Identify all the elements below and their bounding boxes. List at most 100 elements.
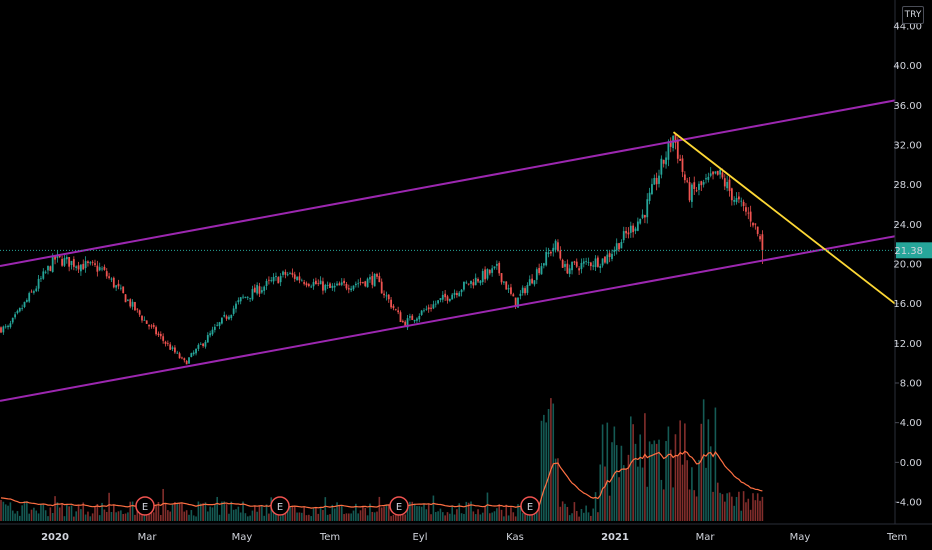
candle (693, 176, 696, 195)
candle (698, 181, 700, 196)
volume-bar (528, 514, 531, 521)
volume-bar (16, 511, 19, 521)
volume-bar (101, 502, 103, 521)
volume-bar (653, 440, 656, 521)
volume-bar (40, 504, 42, 521)
candle (733, 196, 736, 206)
volume-bar (514, 516, 517, 521)
candle (14, 311, 16, 320)
candle (660, 155, 663, 179)
candle (470, 280, 472, 289)
volume-bar (411, 501, 414, 521)
candle (329, 282, 331, 289)
volume-bar (481, 512, 484, 521)
volume-bar (571, 513, 573, 521)
volume-bar (298, 512, 301, 521)
volume-bar (543, 414, 545, 521)
volume-bar (162, 488, 164, 521)
volume-bar (19, 515, 21, 521)
candle (223, 311, 226, 318)
candle (411, 314, 414, 321)
candle (688, 176, 691, 203)
volume-bar (423, 503, 425, 521)
candle (94, 259, 96, 267)
volume-bar (646, 486, 649, 521)
candle (228, 314, 230, 321)
candle (620, 239, 623, 249)
volume-bar (42, 504, 45, 521)
candle (213, 323, 216, 333)
candle (56, 250, 59, 263)
candle (232, 305, 235, 316)
volume-bar (754, 500, 757, 521)
candle (258, 282, 261, 297)
candle (474, 273, 477, 286)
volume-bar (58, 507, 61, 521)
volume-bar (120, 510, 122, 521)
candle (150, 324, 153, 329)
volume-bar (242, 501, 244, 521)
volume-bar (73, 516, 75, 521)
time-axis[interactable]: 2020 Mar May Tem Eyl Kas 2021 Mar May Tem (0, 523, 932, 543)
volume-bar (458, 503, 461, 521)
volume-bar (467, 502, 470, 521)
candle (488, 269, 491, 276)
candle (359, 277, 362, 286)
volume-bar (63, 516, 66, 521)
candle (747, 207, 750, 220)
volume-bar (235, 509, 237, 521)
candle (587, 257, 590, 266)
volume-bar (472, 511, 475, 521)
volume-bar (409, 501, 411, 521)
candle (505, 281, 508, 290)
candle (648, 187, 651, 205)
volume-bar (225, 504, 228, 521)
volume-bar (345, 513, 348, 521)
volume-bar (256, 511, 258, 521)
volume-bar (181, 502, 183, 521)
candle (286, 271, 289, 277)
volume-bar (540, 420, 543, 521)
volume-bar (249, 515, 251, 521)
volume-bar (207, 511, 209, 521)
candle (145, 320, 148, 324)
volume-bar (77, 505, 80, 521)
candle (679, 154, 682, 161)
candle (634, 226, 637, 235)
volume-bar (606, 422, 609, 521)
volume-bar (315, 507, 317, 521)
volume-bar (493, 511, 496, 521)
volume-bar (731, 496, 733, 521)
candle (432, 300, 435, 310)
candle (190, 352, 193, 358)
volume-bar (216, 496, 218, 521)
candle (437, 300, 439, 305)
volume-bar (592, 508, 594, 521)
volume-bar (348, 513, 350, 521)
volume-moving-average (0, 450, 763, 509)
candle (380, 278, 383, 294)
candle (759, 233, 761, 242)
candle (557, 239, 559, 253)
candle (331, 283, 334, 291)
volume-bar (406, 503, 409, 521)
candle (394, 308, 397, 311)
time-tick-label: Tem (886, 532, 907, 543)
candle (761, 230, 764, 264)
price-axis[interactable]: 44.00 40.00 36.00 32.00 28.00 24.00 20.00 16.00… (893, 0, 932, 524)
volume-bar (740, 510, 743, 521)
volume-bar (251, 510, 254, 521)
currency-badge[interactable]: TRY (902, 6, 924, 24)
candle (239, 296, 242, 305)
volume-bar (601, 424, 604, 521)
candle (345, 282, 348, 291)
volume-bar (418, 506, 421, 521)
volume-bar (228, 513, 230, 521)
volume-bar (293, 507, 296, 521)
candle (164, 340, 167, 347)
drawings[interactable] (0, 99, 896, 402)
volume-bar (167, 510, 169, 521)
candle (719, 168, 721, 179)
